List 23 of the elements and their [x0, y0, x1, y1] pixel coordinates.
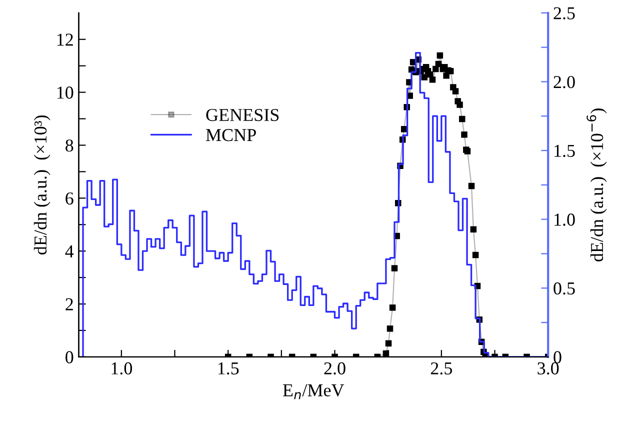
y-tick-label: 0	[66, 351, 74, 364]
y2-tick-label: 2.0	[554, 76, 575, 88]
x-tick-label: 2.5	[430, 362, 452, 375]
x-tick-label: 1.5	[218, 362, 239, 375]
legend-label: GENESIS	[206, 108, 279, 122]
x-axis-title: E$_{n}$/MeV	[282, 384, 344, 400]
y-tick-label: 10	[57, 86, 74, 99]
x-tick-label: 2.0	[324, 362, 346, 375]
y-tick-label: 2	[66, 298, 73, 310]
y-axis-title: dE/dn (a.u.) (×10³)	[34, 115, 50, 254]
y2-tick-label: 1.5	[554, 144, 575, 158]
x-tick-label: 1.0	[112, 362, 132, 375]
y-tick-label: 12	[57, 34, 73, 46]
y2-axis-title: dE/dn (a.u.) (×10$^{−6}$)	[586, 108, 607, 262]
y-tick-label: 8	[66, 139, 74, 152]
x-tick-label: 3.0	[538, 362, 559, 375]
y2-tick-label: 2.5	[554, 7, 575, 20]
y-tick-label: 4	[65, 245, 74, 258]
y2-tick-label: 1.0	[554, 214, 575, 226]
y-tick-label: 6	[66, 192, 74, 205]
y2-tick-label: 0.5	[554, 282, 575, 295]
legend-label: MCNP	[206, 129, 256, 142]
y2-tick-label: 0	[554, 351, 562, 364]
